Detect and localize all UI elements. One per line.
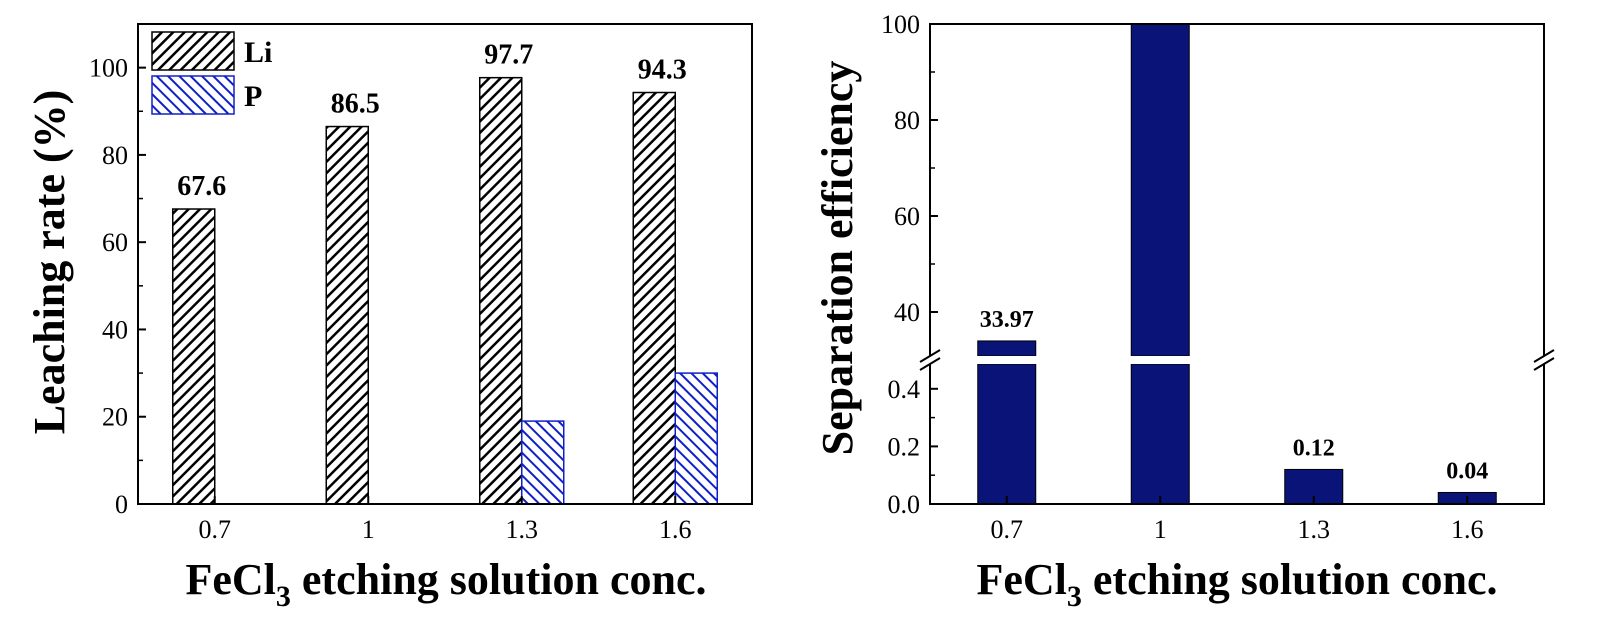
data-label-li-1.6: 94.3: [638, 55, 687, 86]
axis-break-mark-right-bottom: [1533, 357, 1555, 371]
right-y-tick-label: 60: [894, 202, 920, 231]
left-x-title-rest: etching solution conc.: [291, 555, 707, 604]
left-x-axis-title: FeCl3 etching solution conc.: [186, 555, 707, 613]
data-label-li-1: 86.5: [331, 89, 380, 120]
legend-label-li: Li: [244, 36, 272, 69]
legend-swatch-li: [151, 31, 235, 71]
left-x-title-main: FeCl: [186, 555, 276, 604]
left-x-tick-label: 0.7: [199, 515, 232, 544]
right-y-tick-label: 0.2: [888, 432, 921, 461]
legend-label-p: P: [244, 80, 262, 113]
right-x-tick-label: 1.3: [1298, 515, 1331, 544]
right-y-tick-label: 0.4: [888, 375, 921, 404]
right-y-axis-title: Separation efficiency: [813, 61, 862, 456]
left-y-tick-label: 100: [89, 54, 128, 83]
axis-break-mark-left-top: [919, 349, 941, 363]
legend-swatch-p: [151, 75, 235, 115]
separation-efficiency-chart: Separation efficiency 0.0 0.2 0.4 40 60 80 100…: [813, 10, 1555, 613]
bar-li-1.6: [632, 91, 676, 505]
axis-break-mark-left-bottom: [919, 357, 941, 371]
bar-sep-1-upper: [1130, 23, 1190, 357]
right-x-axis-title: FeCl3 etching solution conc.: [977, 555, 1498, 613]
left-y-tick-label: 0: [115, 490, 128, 519]
bar-sep-0.7-upper: [977, 340, 1037, 357]
data-label-sep-0.7: 33.97: [980, 307, 1034, 333]
left-y-axis-title: Leaching rate (%): [25, 90, 74, 435]
bar-sep-0.7-lower: [977, 363, 1037, 505]
right-x-title-main: FeCl: [977, 555, 1067, 604]
left-x-tick-label: 1.6: [659, 515, 692, 544]
left-y-tick-label: 20: [102, 403, 128, 432]
right-x-tick-label: 0.7: [991, 515, 1024, 544]
bar-li-1.3: [479, 76, 523, 505]
right-x-title-rest: etching solution conc.: [1082, 555, 1498, 604]
right-y-tick-label: 100: [881, 10, 920, 39]
right-y-tick-label: 40: [894, 298, 920, 327]
data-label-sep-1.3: 0.12: [1293, 435, 1335, 461]
leaching-rate-chart: Leaching rate (%) 0 20 40 60 80 100 67.6 86.5 9…: [25, 23, 753, 613]
left-y-tick-label: 40: [102, 315, 128, 344]
right-y-tick-label: 80: [894, 106, 920, 135]
data-label-li-1.3: 97.7: [484, 40, 533, 71]
right-x-tick-label: 1.6: [1451, 515, 1484, 544]
axis-break-gap: [920, 356, 1554, 364]
left-x-tick-label: 1: [362, 515, 375, 544]
bar-sep-1-lower: [1130, 363, 1190, 505]
bar-p-1.3: [521, 420, 565, 505]
right-plot-frame: [929, 23, 1545, 505]
right-x-title-sub: 3: [1067, 580, 1082, 613]
axis-break-mark-right-top: [1533, 349, 1555, 363]
data-label-sep-1.6: 0.04: [1446, 458, 1488, 484]
data-label-li-0.7: 67.6: [177, 171, 226, 202]
left-legend: Li P: [151, 31, 272, 115]
right-x-tick-label: 1: [1154, 515, 1167, 544]
bar-li-0.7: [172, 208, 216, 505]
left-plot-frame: [137, 23, 753, 505]
left-x-title-sub: 3: [276, 580, 291, 613]
right-y-tick-label: 0.0: [888, 490, 921, 519]
left-y-tick-label: 60: [102, 228, 128, 257]
left-y-tick-label: 80: [102, 141, 128, 170]
bar-p-1.6: [674, 372, 718, 505]
bar-li-1: [325, 125, 369, 505]
left-x-tick-label: 1.3: [506, 515, 539, 544]
